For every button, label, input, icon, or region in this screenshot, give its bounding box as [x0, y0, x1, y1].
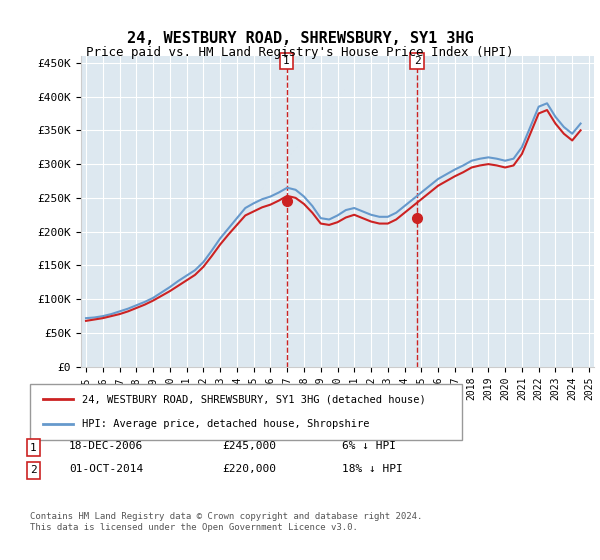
Text: HPI: Average price, detached house, Shropshire: HPI: Average price, detached house, Shro… — [82, 419, 370, 429]
FancyBboxPatch shape — [30, 384, 462, 440]
Text: £245,000: £245,000 — [222, 441, 276, 451]
Text: 2: 2 — [414, 56, 421, 66]
Text: 24, WESTBURY ROAD, SHREWSBURY, SY1 3HG: 24, WESTBURY ROAD, SHREWSBURY, SY1 3HG — [127, 31, 473, 46]
Text: 18-DEC-2006: 18-DEC-2006 — [69, 441, 143, 451]
Text: Price paid vs. HM Land Registry's House Price Index (HPI): Price paid vs. HM Land Registry's House … — [86, 46, 514, 59]
Text: 18% ↓ HPI: 18% ↓ HPI — [342, 464, 403, 474]
Text: 2: 2 — [30, 465, 37, 475]
Text: 6% ↓ HPI: 6% ↓ HPI — [342, 441, 396, 451]
Text: £220,000: £220,000 — [222, 464, 276, 474]
Text: 1: 1 — [283, 56, 290, 66]
Text: 24, WESTBURY ROAD, SHREWSBURY, SY1 3HG (detached house): 24, WESTBURY ROAD, SHREWSBURY, SY1 3HG (… — [82, 394, 425, 404]
Text: Contains HM Land Registry data © Crown copyright and database right 2024.
This d: Contains HM Land Registry data © Crown c… — [30, 512, 422, 532]
Text: 1: 1 — [30, 443, 37, 453]
Text: 01-OCT-2014: 01-OCT-2014 — [69, 464, 143, 474]
